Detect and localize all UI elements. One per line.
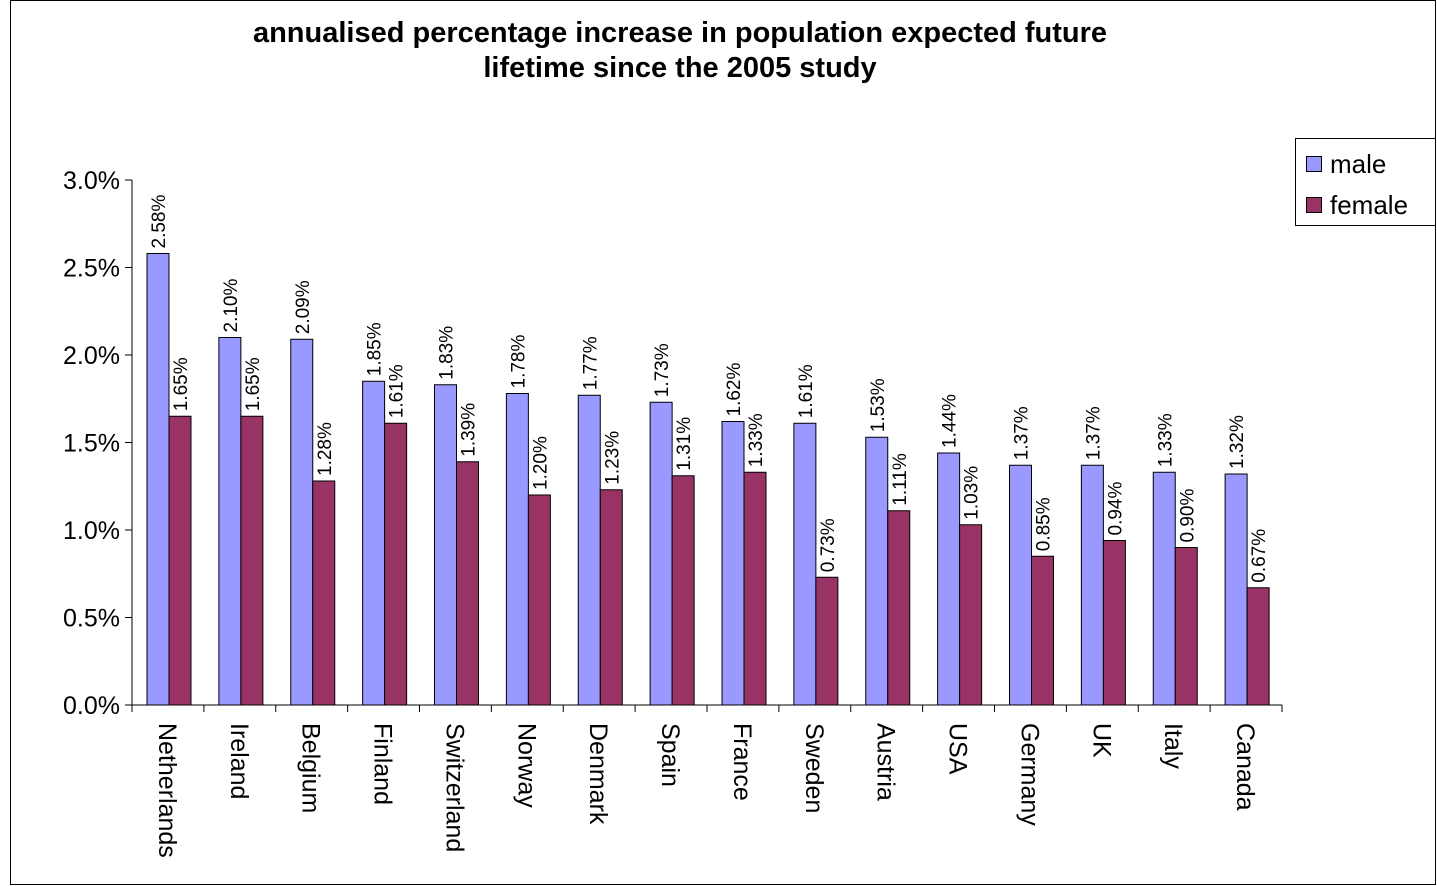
- data-label-female: 0.94%: [1105, 482, 1126, 536]
- data-label-male: 1.61%: [796, 364, 817, 418]
- bar-female-sweden: [815, 576, 839, 706]
- x-category-label: UK: [1087, 723, 1115, 758]
- data-label-male: 1.37%: [1083, 406, 1104, 460]
- x-category-label: Belgium: [297, 723, 325, 813]
- data-label-female: 1.33%: [746, 413, 767, 467]
- bar-female-switzerland: [456, 461, 479, 706]
- bar-female-austria: [887, 510, 911, 706]
- y-tick-label: 2.0%: [63, 342, 120, 370]
- bar-female-finland: [384, 422, 408, 706]
- data-label-male: 1.32%: [1227, 415, 1248, 469]
- bar-female-uk: [1102, 540, 1126, 706]
- bar-female-spain: [671, 475, 695, 706]
- chart-title-line-1: annualised percentage increase in popula…: [252, 17, 1108, 49]
- data-label-male: 1.44%: [940, 394, 961, 448]
- data-label-female: 1.20%: [530, 436, 551, 490]
- data-label-male: 1.73%: [652, 343, 673, 397]
- bar-male-ireland: [218, 337, 242, 706]
- bar-male-uk: [1080, 464, 1104, 706]
- legend-label-female: female: [1330, 189, 1409, 220]
- data-label-male: 1.53%: [868, 378, 889, 432]
- chart-title-line-2: lifetime since the 2005 study: [483, 52, 877, 84]
- data-label-male: 1.37%: [1012, 406, 1033, 460]
- data-label-male: 1.83%: [437, 326, 458, 380]
- x-category-label: France: [728, 723, 756, 801]
- legend: male female: [1295, 138, 1436, 226]
- bar-female-italy: [1174, 547, 1198, 706]
- data-label-male: 2.10%: [221, 279, 242, 333]
- bar-male-spain: [649, 401, 673, 706]
- data-label-female: 1.61%: [387, 364, 408, 418]
- data-label-female: 1.28%: [315, 422, 336, 476]
- data-label-male: 2.58%: [149, 195, 170, 249]
- x-category-label: Italy: [1159, 723, 1187, 769]
- bar-female-canada: [1246, 587, 1270, 706]
- bar-female-norway: [527, 494, 551, 706]
- bar-male-canada: [1224, 473, 1248, 706]
- bar-male-italy: [1152, 471, 1176, 706]
- bar-female-usa: [959, 524, 983, 706]
- bar-male-germany: [1009, 464, 1032, 706]
- bar-female-belgium: [312, 480, 336, 706]
- y-tick-label: 0.5%: [63, 605, 120, 633]
- chart-title: annualised percentage increase in popula…: [130, 16, 1230, 86]
- data-label-female: 0.67%: [1249, 529, 1270, 583]
- x-category-label: Spain: [656, 723, 684, 787]
- bar-female-ireland: [240, 415, 264, 706]
- x-category-label: Finland: [369, 723, 397, 805]
- bar-male-finland: [362, 380, 386, 706]
- data-label-female: 0.85%: [1034, 497, 1055, 551]
- bar-male-norway: [505, 393, 529, 706]
- y-tick-label: 2.5%: [63, 255, 120, 283]
- x-category-label: USA: [944, 723, 972, 775]
- data-label-male: 1.78%: [508, 335, 529, 389]
- data-label-male: 2.09%: [293, 280, 314, 334]
- legend-item-male: male: [1306, 149, 1386, 179]
- bar-male-austria: [865, 436, 889, 706]
- bar-male-netherlands: [146, 253, 170, 706]
- data-label-female: 1.65%: [171, 357, 192, 411]
- legend-item-female: female: [1306, 190, 1408, 220]
- data-label-female: 1.23%: [602, 431, 623, 485]
- y-tick-label: 3.0%: [63, 167, 120, 195]
- x-category-label: Sweden: [800, 723, 828, 813]
- data-label-male: 1.77%: [580, 336, 601, 390]
- legend-label-male: male: [1330, 148, 1387, 179]
- data-label-female: 0.73%: [818, 518, 839, 572]
- x-category-label: Ireland: [225, 723, 253, 799]
- data-label-male: 1.33%: [1155, 413, 1176, 467]
- y-tick-label: 0.0%: [63, 692, 120, 720]
- x-category-label: Netherlands: [153, 723, 181, 858]
- x-category-label: Austria: [872, 723, 900, 801]
- bar-female-germany: [1031, 555, 1054, 706]
- legend-swatch-female: [1306, 197, 1322, 213]
- x-category-label: Denmark: [584, 723, 612, 825]
- bar-female-denmark: [599, 489, 623, 706]
- data-label-female: 0.90%: [1177, 489, 1198, 543]
- data-label-male: 1.62%: [724, 363, 745, 417]
- bar-male-denmark: [577, 394, 601, 706]
- legend-swatch-male: [1306, 156, 1322, 172]
- data-label-female: 1.11%: [890, 453, 911, 506]
- x-category-label: Canada: [1231, 723, 1259, 811]
- data-label-male: 1.85%: [365, 322, 386, 376]
- x-category-label: Norway: [512, 723, 540, 808]
- bar-female-france: [743, 471, 767, 706]
- bar-male-usa: [937, 452, 961, 706]
- bar-female-netherlands: [168, 415, 192, 706]
- bar-male-belgium: [290, 338, 314, 706]
- bar-male-france: [721, 421, 745, 706]
- x-category-label: Switzerland: [440, 723, 468, 852]
- data-label-female: 1.03%: [962, 466, 983, 520]
- bar-male-switzerland: [434, 384, 457, 706]
- y-tick-label: 1.5%: [63, 430, 120, 458]
- x-category-label: Germany: [1015, 723, 1043, 826]
- bar-male-sweden: [793, 422, 817, 706]
- y-tick-label: 1.0%: [63, 517, 120, 545]
- data-label-female: 1.39%: [459, 403, 480, 457]
- data-label-female: 1.31%: [674, 417, 695, 471]
- data-label-female: 1.65%: [243, 357, 264, 411]
